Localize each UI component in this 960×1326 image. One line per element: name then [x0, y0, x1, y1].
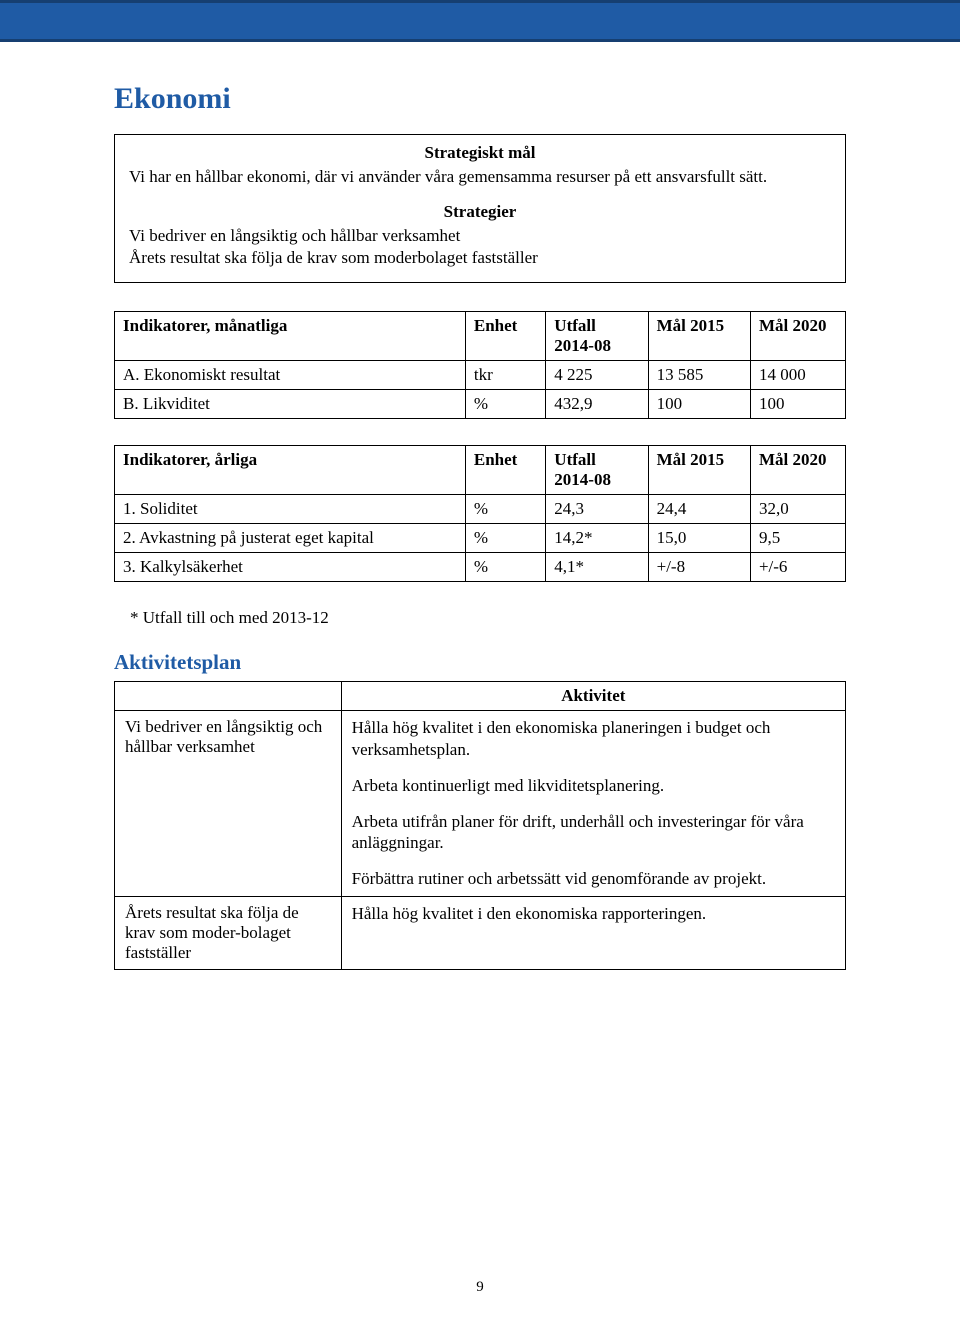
- cell-label: 2. Avkastning på justerat eget kapital: [115, 524, 466, 553]
- cell-label: 1. Soliditet: [115, 495, 466, 524]
- col-header-goal-2020: Mål 2020: [750, 446, 845, 495]
- table-row: Årets resultat ska följa de krav som mod…: [115, 896, 846, 969]
- cell-outcome: 4 225: [546, 361, 648, 390]
- cell-unit: %: [465, 524, 545, 553]
- table-row: Vi bedriver en långsiktig och hållbar ve…: [115, 711, 846, 897]
- cell-goal-2020: +/-6: [750, 553, 845, 582]
- col-header-outcome-l2: 2014-08: [554, 470, 611, 489]
- col-header-goal-2020: Mål 2020: [750, 312, 845, 361]
- cell-unit: %: [465, 495, 545, 524]
- page-content: Ekonomi Strategiskt mål Vi har en hållba…: [0, 42, 960, 970]
- strategy-box: Strategiskt mål Vi har en hållbar ekonom…: [114, 134, 846, 283]
- cell-unit: %: [465, 390, 545, 419]
- cell-outcome: 432,9: [546, 390, 648, 419]
- cell-goal-2020: 100: [750, 390, 845, 419]
- table-header-row: Indikatorer, årliga Enhet Utfall 2014-08…: [115, 446, 846, 495]
- cell-goal-2015: 15,0: [648, 524, 750, 553]
- activity-left-cell: Årets resultat ska följa de krav som mod…: [115, 896, 342, 969]
- cell-outcome: 4,1*: [546, 553, 648, 582]
- box-strategy-line-1: Vi bedriver en långsiktig och hållbar ve…: [129, 225, 831, 247]
- table-row: A. Ekonomiskt resultat tkr 4 225 13 585 …: [115, 361, 846, 390]
- activity-paragraph: Arbeta utifrån planer för drift, underhå…: [352, 811, 835, 855]
- box-heading-strategies: Strategier: [129, 202, 831, 222]
- table-row: 2. Avkastning på justerat eget kapital %…: [115, 524, 846, 553]
- activity-header-right: Aktivitet: [341, 682, 845, 711]
- activity-left-cell: Vi bedriver en långsiktig och hållbar ve…: [115, 711, 342, 897]
- activity-plan-title: Aktivitetsplan: [114, 650, 846, 675]
- cell-label: A. Ekonomiskt resultat: [115, 361, 466, 390]
- table-header-row: Indikatorer, månatliga Enhet Utfall 2014…: [115, 312, 846, 361]
- page-number: 9: [0, 1279, 960, 1296]
- cell-goal-2015: +/-8: [648, 553, 750, 582]
- col-header-outcome-l1: Utfall: [554, 450, 596, 469]
- activity-paragraph: Förbättra rutiner och arbetssätt vid gen…: [352, 868, 835, 890]
- cell-label: 3. Kalkylsäkerhet: [115, 553, 466, 582]
- cell-goal-2015: 100: [648, 390, 750, 419]
- activity-header-left: [115, 682, 342, 711]
- activity-paragraph: Arbeta kontinuerligt med likviditetsplan…: [352, 775, 835, 797]
- box-strategy-line-2: Årets resultat ska följa de krav som mod…: [129, 247, 831, 269]
- table-header-row: Aktivitet: [115, 682, 846, 711]
- cell-unit: tkr: [465, 361, 545, 390]
- col-header-outcome-l1: Utfall: [554, 316, 596, 335]
- col-header-unit: Enhet: [465, 312, 545, 361]
- col-header-indicator: Indikatorer, årliga: [115, 446, 466, 495]
- col-header-outcome: Utfall 2014-08: [546, 446, 648, 495]
- activity-paragraph: Hålla hög kvalitet i den ekonomiska rapp…: [352, 903, 835, 925]
- col-header-unit: Enhet: [465, 446, 545, 495]
- box-heading-strategic-goal: Strategiskt mål: [129, 143, 831, 163]
- activity-paragraph: Hålla hög kvalitet i den ekonomiska plan…: [352, 717, 835, 761]
- cell-goal-2015: 13 585: [648, 361, 750, 390]
- col-header-outcome: Utfall 2014-08: [546, 312, 648, 361]
- top-brand-band: [0, 0, 960, 42]
- table-row: 1. Soliditet % 24,3 24,4 32,0: [115, 495, 846, 524]
- indicators-yearly-table: Indikatorer, årliga Enhet Utfall 2014-08…: [114, 445, 846, 582]
- cell-outcome: 14,2*: [546, 524, 648, 553]
- cell-unit: %: [465, 553, 545, 582]
- activity-right-cell: Hålla hög kvalitet i den ekonomiska plan…: [341, 711, 845, 897]
- activity-plan-table: Aktivitet Vi bedriver en långsiktig och …: [114, 681, 846, 970]
- cell-goal-2015: 24,4: [648, 495, 750, 524]
- footnote: * Utfall till och med 2013-12: [130, 608, 846, 628]
- col-header-goal-2015: Mål 2015: [648, 446, 750, 495]
- activity-right-cell: Hålla hög kvalitet i den ekonomiska rapp…: [341, 896, 845, 969]
- box-text-strategic-goal: Vi har en hållbar ekonomi, där vi använd…: [129, 166, 831, 188]
- cell-goal-2020: 32,0: [750, 495, 845, 524]
- col-header-goal-2015: Mål 2015: [648, 312, 750, 361]
- cell-outcome: 24,3: [546, 495, 648, 524]
- indicators-monthly-table: Indikatorer, månatliga Enhet Utfall 2014…: [114, 311, 846, 419]
- cell-goal-2020: 14 000: [750, 361, 845, 390]
- table-row: B. Likviditet % 432,9 100 100: [115, 390, 846, 419]
- cell-label: B. Likviditet: [115, 390, 466, 419]
- col-header-indicator: Indikatorer, månatliga: [115, 312, 466, 361]
- col-header-outcome-l2: 2014-08: [554, 336, 611, 355]
- table-row: 3. Kalkylsäkerhet % 4,1* +/-8 +/-6: [115, 553, 846, 582]
- cell-goal-2020: 9,5: [750, 524, 845, 553]
- page-title: Ekonomi: [114, 82, 846, 116]
